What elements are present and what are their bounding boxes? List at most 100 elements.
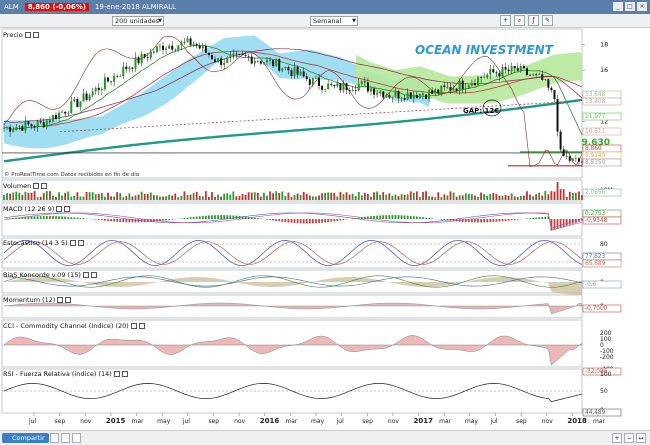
candle-body: [226, 56, 229, 63]
indicator-icon[interactable]: ƒ: [528, 15, 539, 26]
draw-icon[interactable]: ✎: [542, 15, 553, 26]
volume-bar: [214, 196, 216, 200]
macd-histogram-bar: [52, 216, 54, 219]
macd-histogram-bar: [510, 219, 513, 221]
candle-body: [571, 158, 574, 161]
volume-bar: [266, 195, 268, 200]
candle-body: [452, 88, 455, 91]
volume-bar: [9, 193, 12, 200]
volume-bar: [400, 194, 403, 200]
volume-bar: [565, 196, 568, 200]
candle-body: [437, 89, 440, 94]
settings-icon[interactable]: [82, 272, 89, 278]
volume-bar: [287, 192, 290, 200]
macd-histogram-bar: [149, 219, 152, 222]
candle-body: [183, 42, 186, 43]
volume-bar: [342, 194, 345, 200]
close-icon[interactable]: ×: [637, 2, 647, 11]
candle-body: [308, 79, 311, 85]
period-select[interactable]: Semanal ▼: [310, 16, 358, 26]
macd-badge-label: 0,2753: [585, 211, 606, 217]
settings-icon[interactable]: [33, 183, 40, 189]
close-icon[interactable]: [77, 240, 84, 246]
macd-histogram-bar: [189, 217, 192, 219]
time-tick-label: nov: [80, 418, 91, 425]
close-icon[interactable]: [41, 183, 48, 189]
volume-bar: [321, 193, 323, 200]
macd-histogram-bar: [415, 216, 418, 219]
macd-histogram-bar: [67, 216, 70, 219]
settings-icon[interactable]: [24, 32, 31, 38]
macd-histogram-bar: [391, 215, 394, 219]
source-note: © ProRealTime.com Datos recibidos en fin…: [4, 171, 139, 178]
candle-body: [373, 88, 376, 95]
close-icon[interactable]: [65, 297, 72, 303]
scroll-left-icon[interactable]: [50, 433, 59, 443]
zoom-out-icon[interactable]: −: [624, 433, 634, 443]
macd-histogram-bar: [162, 219, 164, 221]
candle-body: [174, 49, 177, 51]
volume-bar: [397, 196, 400, 200]
volume-bar: [440, 197, 443, 200]
volume-bar: [67, 191, 70, 200]
settings-icon[interactable]: [113, 371, 120, 377]
close-icon[interactable]: [90, 272, 97, 278]
candle-body: [241, 54, 244, 56]
settings-icon[interactable]: [57, 297, 64, 303]
close-icon[interactable]: [32, 32, 39, 38]
settings-icon[interactable]: [130, 323, 137, 329]
volume-bar: [134, 195, 137, 200]
macd-histogram-bar: [388, 215, 391, 219]
close-icon[interactable]: [121, 371, 128, 377]
scroll-right-icon[interactable]: [61, 433, 70, 443]
volume-bar: [486, 195, 489, 200]
volume-bar: [409, 191, 412, 200]
fit-icon[interactable]: ↔: [636, 433, 646, 443]
share-button[interactable]: Compartir: [2, 433, 49, 443]
volume-bar: [159, 196, 161, 200]
lagging-span-line: [3, 35, 583, 167]
pause-icon[interactable]: [72, 433, 81, 443]
maximize-icon[interactable]: □: [625, 2, 635, 11]
candle-body: [232, 53, 235, 56]
stochastic-panel-frame: [1, 237, 583, 269]
macd-histogram-bar: [122, 219, 125, 223]
cursor-icon[interactable]: +: [500, 15, 511, 26]
macd-histogram-bar: [455, 219, 458, 222]
zoom-in-icon[interactable]: +: [612, 433, 622, 443]
macd-histogram-bar: [76, 217, 79, 219]
zoom-icon[interactable]: ⌕: [514, 15, 525, 26]
price-badge-label: 13,648: [585, 92, 606, 98]
macd-histogram-bar: [498, 219, 501, 222]
macd-histogram-bar: [64, 216, 67, 219]
candle-body: [12, 129, 15, 132]
macd-histogram-bar: [394, 215, 397, 219]
chevron-down-icon: ▼: [352, 18, 356, 24]
minimize-icon[interactable]: _: [613, 2, 623, 11]
volume-bar: [24, 191, 27, 200]
macd-signal-line: [3, 212, 583, 229]
volume-bar: [198, 195, 201, 200]
macd-histogram-bar: [58, 216, 60, 219]
price-label: Precio: [3, 31, 23, 39]
macd-histogram-bar: [24, 217, 27, 219]
price-panel-label: Precio: [3, 31, 39, 39]
candle-body: [27, 121, 30, 125]
rsi-line: [3, 383, 583, 402]
macd-histogram-bar: [134, 219, 137, 223]
settings-icon[interactable]: [56, 206, 63, 212]
macd-histogram-bar: [403, 215, 406, 219]
volume-bar: [113, 196, 115, 200]
close-icon[interactable]: [64, 206, 71, 212]
settings-icon[interactable]: [69, 240, 76, 246]
close-icon[interactable]: [138, 323, 145, 329]
volume-bar: [529, 194, 531, 200]
macd-histogram-bar: [327, 219, 330, 223]
candle-body: [3, 128, 5, 129]
candle-body: [48, 120, 51, 122]
window-title: 19-ene-2018 ALMIRALL: [94, 3, 176, 11]
cci-tick-label: -100: [600, 348, 614, 355]
units-select[interactable]: 200 unidades ▼: [112, 16, 164, 26]
cci-area: [3, 335, 583, 366]
